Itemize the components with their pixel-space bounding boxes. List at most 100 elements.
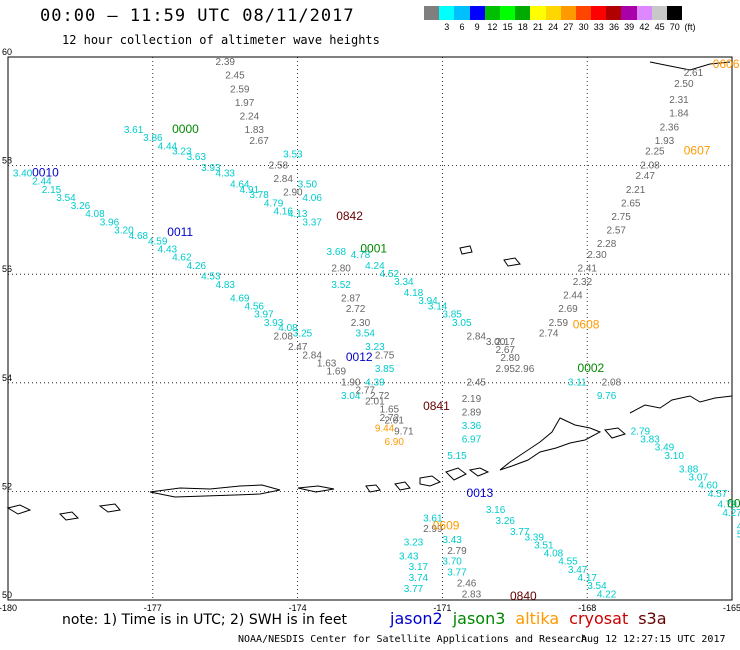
colorbar-label: 30 (578, 22, 589, 32)
wave-height-value: 2.15 (42, 185, 62, 196)
wave-height-value: 2.21 (626, 185, 646, 196)
coastline-segment (649, 61, 731, 71)
wave-height-value: 2.84 (273, 174, 293, 185)
wave-height-value: 3.93 (264, 318, 284, 329)
colorbar-label: 21 (532, 22, 544, 32)
pass-time-label: 0840 (510, 589, 537, 603)
wave-height-value: 3.20 (114, 225, 134, 236)
wave-height-value: 4.79 (718, 500, 738, 511)
wave-height-value: 3.63 (187, 152, 207, 163)
coastline-segment (468, 467, 490, 477)
wave-height-value: 2.08 (273, 331, 293, 342)
wave-height-value: 2.24 (240, 111, 260, 122)
wave-height-value: 2.90 (283, 187, 303, 198)
wave-height-value: 3.16 (486, 505, 506, 516)
wave-height-value: 4.22 (597, 589, 617, 600)
wave-height-value: 3.43 (442, 535, 462, 546)
wave-height-value: 2.77 (356, 386, 376, 397)
coastline-segment (419, 475, 442, 487)
wave-height-value: 1.93 (655, 136, 675, 147)
wave-height-value: 3.78 (249, 190, 269, 201)
wave-height-value: 4.78 (351, 250, 371, 261)
colorbar-label: 33 (593, 22, 604, 32)
wave-height-value: 3.61 (423, 513, 443, 524)
wave-height-value: 3.74 (409, 573, 429, 584)
wave-height-value: 3.88 (679, 464, 699, 475)
wave-height-value: 2.47 (288, 342, 308, 353)
wave-height-value: 1.90 (341, 378, 361, 389)
coastline-segment (58, 511, 80, 521)
wave-height-value: 3.85 (442, 310, 462, 321)
wave-height-value: 2.83 (462, 589, 482, 600)
wave-height-value: 4.56 (245, 301, 265, 312)
wave-height-value: 1.84 (669, 109, 689, 120)
pass-time-label: 000 (727, 497, 740, 511)
generated-timestamp: Aug 12 12:27:15 UTC 2017 (581, 634, 726, 645)
wave-height-value: 9.71 (394, 426, 414, 437)
wave-height-value: 4.83 (216, 280, 236, 291)
pass-time-label: 0609 (433, 518, 460, 532)
wave-height-value: 2.80 (500, 353, 520, 364)
wave-height-value: 4.17 (578, 573, 598, 584)
axis-ticks: -180 -177 -174 -171 -168 -165 60 58 56 54 52 50 (0, 47, 740, 613)
wave-height-value: 2.67 (249, 136, 269, 147)
colorbar-swatch (545, 6, 561, 20)
colorbar-swatch (636, 6, 652, 20)
wave-height-value: 3.97 (254, 310, 274, 321)
wave-height-value: 2.75 (611, 212, 631, 223)
colorbar-swatch (499, 6, 516, 20)
wave-height-value: 2.25 (645, 147, 665, 158)
wave-height-value: 4.62 (737, 521, 740, 532)
wave-height-value: 2.61 (684, 68, 704, 79)
wave-height-value: 2.28 (597, 239, 617, 250)
colorbar-swatch (667, 6, 683, 20)
lat-tick-label: 56 (2, 264, 12, 274)
wave-height-value: 2.01 (384, 416, 404, 427)
lon-tick-label: -180 (0, 603, 17, 613)
wave-height-value: 5. (737, 530, 740, 541)
coastline-segment (394, 481, 411, 491)
wave-height-value: 2.58 (269, 160, 289, 171)
lat-tick-label: 60 (2, 47, 12, 57)
wave-height-value: 3.40 (13, 168, 33, 179)
coastline-segment (365, 484, 381, 493)
wave-height-value: 2.72 (380, 413, 400, 424)
wave-height-value: 4.33 (216, 168, 236, 179)
pass-time-label: 0842 (336, 209, 363, 223)
wave-height-value: 6.97 (462, 435, 482, 446)
wave-height-value: 3.39 (524, 532, 544, 543)
colorbar-label: 6 (459, 22, 465, 32)
wave-height-value: 3.77 (447, 568, 467, 579)
pass-time-label: 0608 (573, 318, 600, 332)
wave-height-value: 2.65 (621, 198, 641, 209)
wave-height-value: 2.57 (607, 225, 627, 236)
wave-height-value: 3.07 (689, 473, 709, 484)
coastline-segment (149, 484, 281, 498)
wave-height-value: 4.55 (558, 557, 578, 568)
colorbar-swatch (530, 6, 546, 20)
wave-height-value: 2.41 (578, 263, 598, 274)
wave-height-value: 3.04 (341, 391, 361, 402)
lon-tick-label: -165 (723, 603, 740, 613)
colorbar-swatch (515, 6, 531, 20)
wave-height-value: 2.89 (462, 407, 482, 418)
colorbar-swatch (651, 6, 667, 20)
credit-line: NOAA/NESDIS Center for Satellite Applica… (238, 634, 588, 645)
wave-height-value: 3.25 (293, 329, 313, 340)
wave-height-value: 3.49 (655, 443, 675, 454)
colorbar-swatch (560, 6, 576, 20)
wave-height-value: 2.36 (660, 122, 680, 133)
wave-height-value: 4.52 (380, 269, 400, 280)
wave-height-value: 4.16 (273, 206, 293, 217)
wave-height-value: 2.99 (423, 524, 443, 535)
wave-height-value: 2.19 (462, 394, 482, 405)
wave-height-value: 3.11 (568, 378, 587, 389)
coastline-segment (604, 427, 627, 439)
colorbar-label: 9 (474, 22, 480, 32)
wave-height-value: 3.83 (640, 435, 660, 446)
colorbar-label: 45 (654, 22, 665, 32)
wave-height-value: 5.15 (447, 451, 467, 462)
pass-times: 0000 0010 0011 0842 0001 0012 0841 0013 0609 0840… (32, 57, 740, 603)
wave-height-value: 2.08 (602, 378, 622, 389)
colorbar-label: 18 (517, 22, 528, 32)
